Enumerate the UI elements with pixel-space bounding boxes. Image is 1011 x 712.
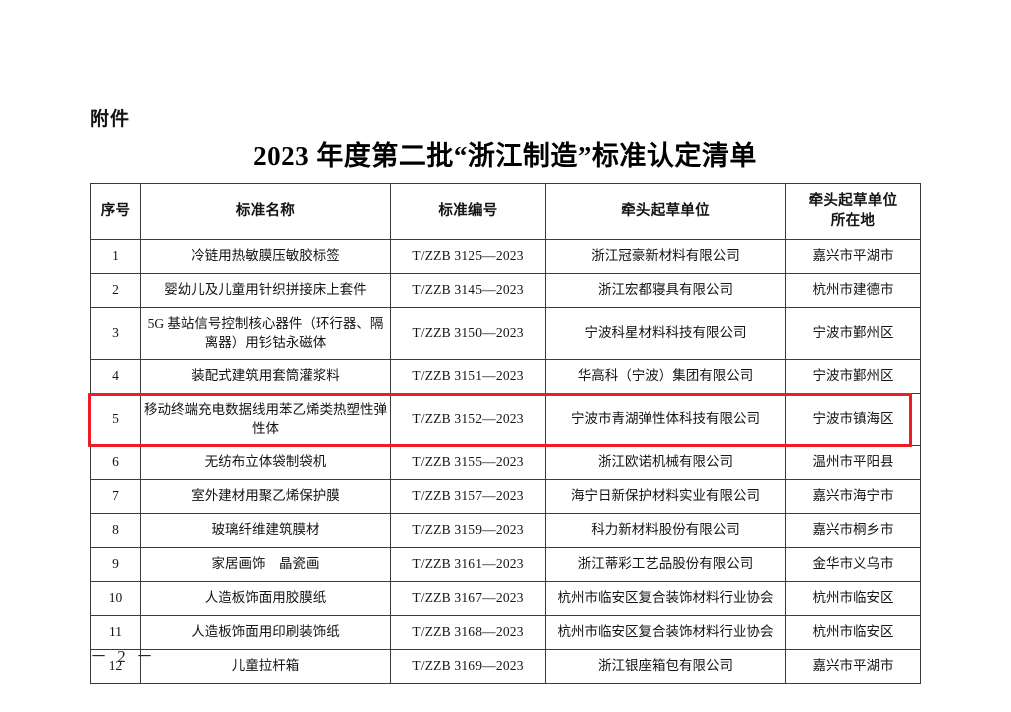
page-title: 2023 年度第二批“浙江制造”标准认定清单: [253, 141, 757, 171]
table-cell-org: 浙江欧诺机械有限公司: [545, 445, 786, 480]
table-cell-no: 7: [90, 479, 141, 514]
table-cell-name: 婴幼儿及儿童用针织拼接床上套件: [140, 273, 391, 308]
table-cell-org: 浙江宏都寝具有限公司: [545, 273, 786, 308]
table-header-row: 序号 标准名称 标准编号 牵头起草单位 牵头起草单位 所在地: [90, 183, 921, 240]
table-row: 9 家居画饰 晶瓷画 T/ZZB 3161—2023 浙江蒂彩工艺品股份有限公司 金华市…: [90, 547, 921, 582]
table-cell-code: T/ZZB 3167—2023: [390, 581, 546, 616]
column-header-name: 标准名称: [140, 183, 391, 240]
table-row: 3 5G 基站信号控制核心器件（环行器、隔离器）用钐钴永磁体 T/ZZB 3150—…: [90, 307, 921, 360]
table-cell-name: 室外建材用聚乙烯保护膜: [140, 479, 391, 514]
table-cell-name: 无纺布立体袋制袋机: [140, 445, 391, 480]
table-cell-no: 4: [90, 359, 141, 394]
table-cell-location: 温州市平阳县: [785, 445, 921, 480]
table-cell-code: T/ZZB 3157—2023: [390, 479, 546, 514]
table-row: 10 人造板饰面用胶膜纸 T/ZZB 3167—2023 杭州市临安区复合装饰材料行业…: [90, 581, 921, 616]
table-cell-no: 8: [90, 513, 141, 548]
table-cell-code: T/ZZB 3168—2023: [390, 615, 546, 650]
table-cell-name: 装配式建筑用套筒灌浆料: [140, 359, 391, 394]
table-row: 1 冷链用热敏膜压敏胶标签 T/ZZB 3125—2023 浙江冠豪新材料有限公司 嘉兴…: [90, 239, 921, 274]
table-cell-location: 嘉兴市平湖市: [785, 239, 921, 274]
attachment-label: 附件: [90, 109, 131, 130]
table-row: 2 婴幼儿及儿童用针织拼接床上套件 T/ZZB 3145—2023 浙江宏都寝具有限公…: [90, 273, 921, 308]
table-cell-org: 宁波科星材料科技有限公司: [545, 307, 786, 360]
table-row: 8 玻璃纤维建筑膜材 T/ZZB 3159—2023 科力新材料股份有限公司 嘉兴市桐乡…: [90, 513, 921, 548]
table-cell-no: 1: [90, 239, 141, 274]
table-cell-code: T/ZZB 3151—2023: [390, 359, 546, 394]
table-cell-org: 科力新材料股份有限公司: [545, 513, 786, 548]
table-cell-no: 5: [90, 393, 141, 446]
table-cell-location: 金华市义乌市: [785, 547, 921, 582]
table-row: 11 人造板饰面用印刷装饰纸 T/ZZB 3168—2023 杭州市临安区复合装饰材料…: [90, 615, 921, 650]
table-cell-location: 嘉兴市桐乡市: [785, 513, 921, 548]
table-cell-location: 杭州市临安区: [785, 581, 921, 616]
standards-table: 序号 标准名称 标准编号 牵头起草单位 牵头起草单位 所在地 1 冷链用热敏膜压敏…: [90, 183, 921, 684]
table-cell-no: 10: [90, 581, 141, 616]
table-cell-location: 宁波市鄞州区: [785, 307, 921, 360]
table-cell-code: T/ZZB 3150—2023: [390, 307, 546, 360]
table-header: 序号 标准名称 标准编号 牵头起草单位 牵头起草单位 所在地: [90, 183, 921, 240]
table-cell-location: 杭州市建德市: [785, 273, 921, 308]
table-row: 12 儿童拉杆箱 T/ZZB 3169—2023 浙江银座箱包有限公司 嘉兴市平湖市: [90, 649, 921, 684]
table-cell-code: T/ZZB 3145—2023: [390, 273, 546, 308]
table-body: 1 冷链用热敏膜压敏胶标签 T/ZZB 3125—2023 浙江冠豪新材料有限公司 嘉兴…: [90, 239, 921, 684]
table-cell-no: 12: [90, 649, 141, 684]
table-cell-code: T/ZZB 3169—2023: [390, 649, 546, 684]
table-cell-location: 嘉兴市海宁市: [785, 479, 921, 514]
table-cell-no: 6: [90, 445, 141, 480]
table-row: 5 移动终端充电数据线用苯乙烯类热塑性弹性体 T/ZZB 3152—2023 宁波市青…: [90, 393, 921, 446]
table-cell-org: 海宁日新保护材料实业有限公司: [545, 479, 786, 514]
column-header-code: 标准编号: [390, 183, 546, 240]
table-cell-location: 宁波市镇海区: [785, 393, 921, 446]
table-row: 7 室外建材用聚乙烯保护膜 T/ZZB 3157—2023 海宁日新保护材料实业有限公…: [90, 479, 921, 514]
table-row: 6 无纺布立体袋制袋机 T/ZZB 3155—2023 浙江欧诺机械有限公司 温州市平阳…: [90, 445, 921, 480]
table-cell-org: 宁波市青湖弹性体科技有限公司: [545, 393, 786, 446]
table-cell-no: 9: [90, 547, 141, 582]
table-cell-name: 冷链用热敏膜压敏胶标签: [140, 239, 391, 274]
table-cell-no: 2: [90, 273, 141, 308]
table-cell-no: 3: [90, 307, 141, 360]
table-cell-org: 浙江银座箱包有限公司: [545, 649, 786, 684]
column-header-location-line2: 所在地: [830, 212, 876, 229]
table-cell-code: T/ZZB 3125—2023: [390, 239, 546, 274]
table-cell-code: T/ZZB 3159—2023: [390, 513, 546, 548]
table-cell-name: 家居画饰 晶瓷画: [140, 547, 391, 582]
table-row: 4 装配式建筑用套筒灌浆料 T/ZZB 3151—2023 华高科（宁波）集团有限公司…: [90, 359, 921, 394]
table-cell-org: 华高科（宁波）集团有限公司: [545, 359, 786, 394]
table-cell-no: 11: [90, 615, 141, 650]
table-cell-org: 杭州市临安区复合装饰材料行业协会: [545, 615, 786, 650]
column-header-org: 牵头起草单位: [545, 183, 786, 240]
table-cell-code: T/ZZB 3152—2023: [390, 393, 546, 446]
table-cell-org: 浙江冠豪新材料有限公司: [545, 239, 786, 274]
table-cell-location: 宁波市鄞州区: [785, 359, 921, 394]
table-cell-name: 5G 基站信号控制核心器件（环行器、隔离器）用钐钴永磁体: [140, 307, 391, 360]
column-header-location: 牵头起草单位 所在地: [785, 183, 921, 240]
table-cell-location: 嘉兴市平湖市: [785, 649, 921, 684]
table-cell-code: T/ZZB 3161—2023: [390, 547, 546, 582]
table-cell-name: 人造板饰面用胶膜纸: [140, 581, 391, 616]
page-number: － 2 －: [90, 647, 156, 666]
table-cell-name: 移动终端充电数据线用苯乙烯类热塑性弹性体: [140, 393, 391, 446]
table-cell-code: T/ZZB 3155—2023: [390, 445, 546, 480]
table-cell-org: 浙江蒂彩工艺品股份有限公司: [545, 547, 786, 582]
table-cell-name: 人造板饰面用印刷装饰纸: [140, 615, 391, 650]
table-cell-name: 玻璃纤维建筑膜材: [140, 513, 391, 548]
column-header-location-line1: 牵头起草单位: [808, 193, 898, 210]
column-header-no: 序号: [90, 183, 141, 240]
standards-table-container: 序号 标准名称 标准编号 牵头起草单位 牵头起草单位 所在地 1 冷链用热敏膜压敏…: [90, 183, 921, 684]
table-cell-org: 杭州市临安区复合装饰材料行业协会: [545, 581, 786, 616]
table-cell-location: 杭州市临安区: [785, 615, 921, 650]
table-cell-name: 儿童拉杆箱: [140, 649, 391, 684]
